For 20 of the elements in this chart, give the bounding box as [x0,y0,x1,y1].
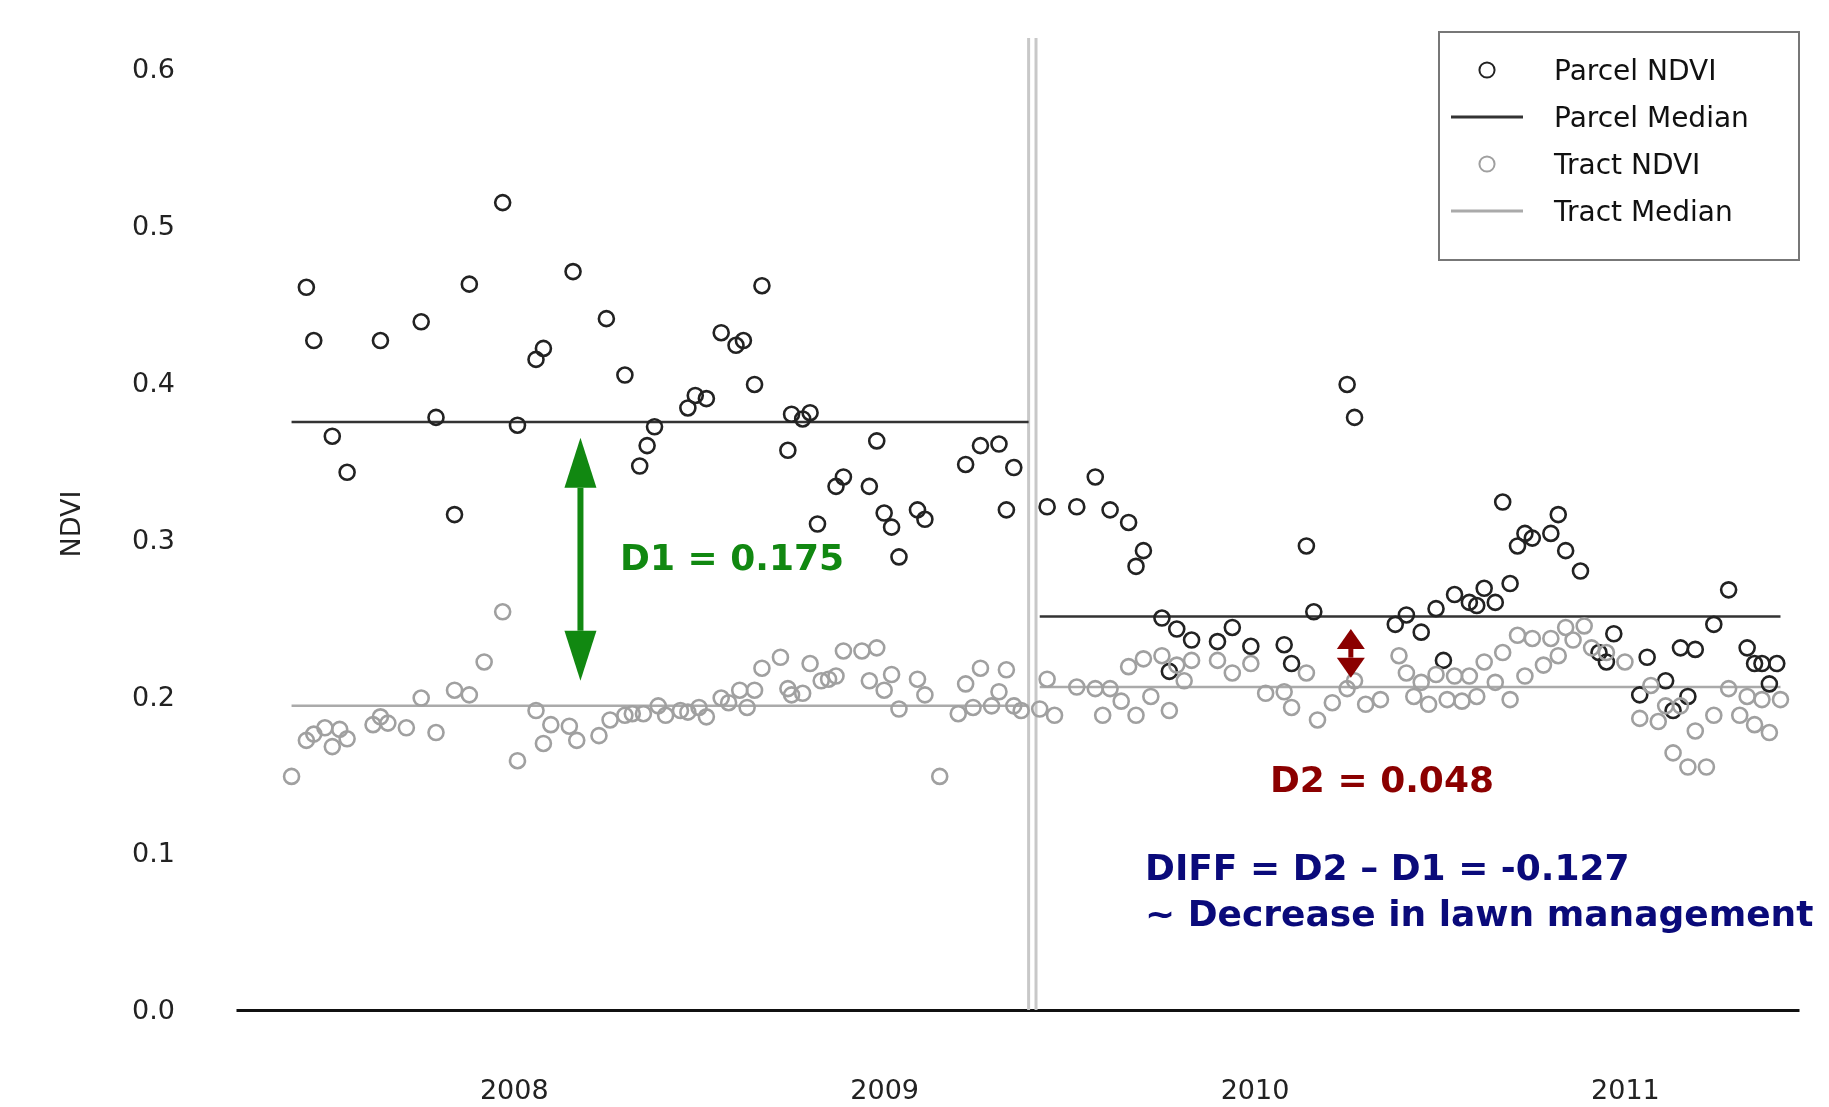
x-tick-label: 2008 [479,1074,549,1106]
y-tick-label: 0.2 [132,680,175,712]
y-tick-label: 0.0 [132,994,175,1026]
y-tick-label: 0.4 [132,367,175,399]
annotation: ~ Decrease in lawn management [1145,893,1814,934]
legend-label: Tract Median [1553,194,1733,228]
legend-label: Parcel Median [1554,100,1749,134]
y-tick-label: 0.3 [132,523,175,555]
legend-label: Parcel NDVI [1554,53,1717,87]
annotation: D1 = 0.175 [620,537,845,578]
annotation: D2 = 0.048 [1269,759,1495,800]
x-tick-label: 2011 [1591,1074,1660,1106]
x-tick-label: 2009 [850,1074,920,1106]
annotation: DIFF = D2 – D1 = -0.127 [1145,847,1630,888]
x-tick-label: 2010 [1220,1074,1290,1106]
legend-label: Tract NDVI [1553,147,1701,181]
y-axis-title: NDVI [55,490,86,558]
y-tick-label: 0.6 [132,53,175,85]
y-tick-label: 0.1 [132,837,175,869]
y-tick-label: 0.5 [132,210,175,242]
